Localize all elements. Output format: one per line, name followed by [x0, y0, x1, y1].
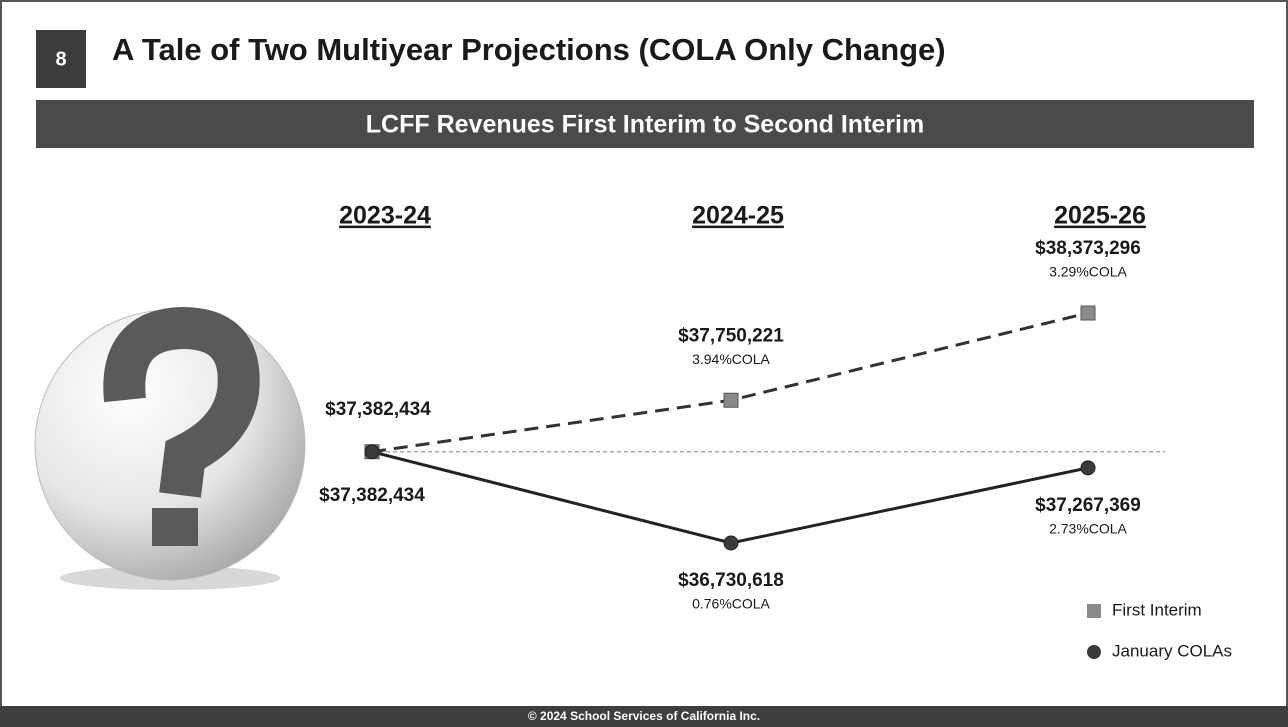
legend-swatch	[1087, 645, 1101, 659]
legend-label: First Interim	[1112, 600, 1202, 619]
category-header: 2023-24	[339, 202, 431, 230]
cola-note: 0.76%COLA	[692, 596, 770, 612]
value-label: $37,382,434	[319, 485, 425, 506]
chart-title: LCFF Revenues First Interim to Second In…	[366, 111, 924, 139]
marker	[724, 536, 738, 550]
category-header: 2025-26	[1054, 202, 1146, 230]
slide: 8 A Tale of Two Multiyear Projections (C…	[0, 0, 1288, 727]
marker	[1081, 306, 1095, 320]
legend-swatch	[1087, 604, 1101, 618]
cola-note: 3.94%COLA	[692, 351, 770, 367]
slide-title: A Tale of Two Multiyear Projections (COL…	[112, 32, 946, 67]
legend-label: January COLAs	[1112, 641, 1232, 660]
footer: © 2024 School Services of California Inc…	[528, 709, 760, 723]
category-header: 2024-25	[692, 202, 784, 230]
marker	[724, 393, 738, 407]
value-label: $38,373,296	[1035, 238, 1141, 259]
marker	[365, 445, 379, 459]
marker	[1081, 461, 1095, 475]
cola-note: 3.29%COLA	[1049, 264, 1127, 280]
value-label: $37,267,369	[1035, 495, 1141, 516]
cola-note: 2.73%COLA	[1049, 521, 1127, 537]
value-label: $37,750,221	[678, 325, 784, 346]
slide-number: 8	[55, 48, 66, 70]
value-label: $36,730,618	[678, 570, 784, 591]
value-label: $37,382,434	[325, 399, 431, 420]
